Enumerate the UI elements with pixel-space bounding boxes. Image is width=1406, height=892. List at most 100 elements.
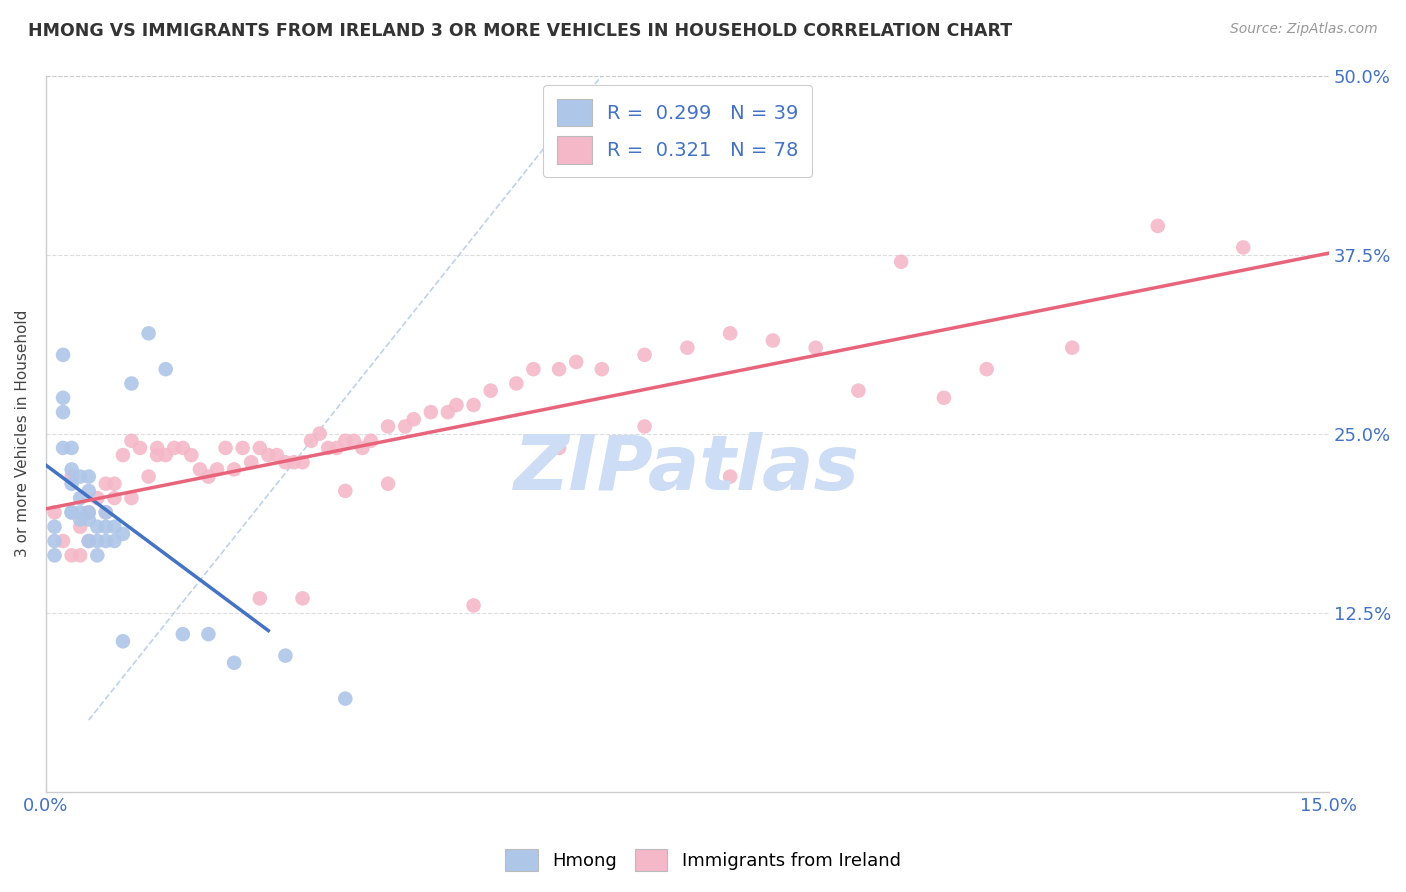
Point [360, 434, 382, 448]
Point [291, 591, 314, 606]
Point [257, 448, 280, 462]
Point [52, 405, 75, 419]
Point [94, 519, 117, 533]
Point [479, 384, 502, 398]
Point [77, 512, 100, 526]
Point [335, 691, 357, 706]
Point [188, 462, 211, 476]
Point [86, 549, 108, 563]
Point [44, 519, 66, 533]
Point [505, 376, 527, 391]
Point [77, 505, 100, 519]
Point [94, 505, 117, 519]
Point [762, 334, 785, 348]
Point [224, 462, 246, 476]
Point [77, 483, 100, 498]
Point [890, 254, 912, 268]
Point [103, 476, 125, 491]
Point [326, 441, 349, 455]
Point [394, 419, 416, 434]
Point [146, 441, 169, 455]
Point [86, 534, 108, 549]
Point [155, 362, 177, 376]
Point [77, 505, 100, 519]
Point [522, 362, 544, 376]
Point [197, 469, 219, 483]
Point [52, 391, 75, 405]
Point [52, 441, 75, 455]
Text: Source: ZipAtlas.com: Source: ZipAtlas.com [1230, 22, 1378, 37]
Point [1062, 341, 1084, 355]
Point [163, 441, 186, 455]
Point [60, 462, 83, 476]
Point [437, 405, 460, 419]
Point [283, 455, 305, 469]
Point [633, 419, 655, 434]
Point [121, 434, 143, 448]
Legend: Hmong, Immigrants from Ireland: Hmong, Immigrants from Ireland [498, 842, 908, 879]
Point [343, 434, 366, 448]
Point [52, 348, 75, 362]
Point [77, 469, 100, 483]
Point [103, 534, 125, 549]
Point [718, 326, 741, 341]
Point [1146, 219, 1168, 233]
Point [274, 455, 297, 469]
Point [111, 448, 134, 462]
Point [1232, 240, 1254, 254]
Point [377, 419, 399, 434]
Point [463, 599, 485, 613]
Point [103, 519, 125, 533]
Point [121, 376, 143, 391]
Point [146, 448, 169, 462]
Point [155, 448, 177, 462]
Point [60, 476, 83, 491]
Point [232, 441, 254, 455]
Point [804, 341, 827, 355]
Point [249, 441, 271, 455]
Point [402, 412, 425, 426]
Point [129, 441, 152, 455]
Point [548, 362, 571, 376]
Point [52, 534, 75, 549]
Point [446, 398, 468, 412]
Point [335, 434, 357, 448]
Point [138, 469, 160, 483]
Text: HMONG VS IMMIGRANTS FROM IRELAND 3 OR MORE VEHICLES IN HOUSEHOLD CORRELATION CHA: HMONG VS IMMIGRANTS FROM IRELAND 3 OR MO… [28, 22, 1012, 40]
Point [308, 426, 330, 441]
Point [69, 469, 91, 483]
Point [86, 491, 108, 505]
Point [60, 549, 83, 563]
Point [976, 362, 998, 376]
Point [172, 441, 194, 455]
Y-axis label: 3 or more Vehicles in Household: 3 or more Vehicles in Household [15, 310, 30, 558]
Point [214, 441, 236, 455]
Point [111, 527, 134, 541]
Point [60, 505, 83, 519]
Point [121, 491, 143, 505]
Point [69, 491, 91, 505]
Point [352, 441, 374, 455]
Point [548, 441, 571, 455]
Point [172, 627, 194, 641]
Point [565, 355, 588, 369]
Point [60, 505, 83, 519]
Point [718, 469, 741, 483]
Point [94, 505, 117, 519]
Point [224, 656, 246, 670]
Point [419, 405, 441, 419]
Legend: R =  0.299   N = 39, R =  0.321   N = 78: R = 0.299 N = 39, R = 0.321 N = 78 [543, 86, 813, 178]
Point [197, 627, 219, 641]
Point [77, 534, 100, 549]
Point [240, 455, 263, 469]
Point [138, 326, 160, 341]
Point [69, 512, 91, 526]
Point [377, 476, 399, 491]
Point [111, 634, 134, 648]
Point [60, 469, 83, 483]
Point [44, 505, 66, 519]
Point [676, 341, 699, 355]
Point [69, 505, 91, 519]
Point [94, 534, 117, 549]
Point [591, 362, 613, 376]
